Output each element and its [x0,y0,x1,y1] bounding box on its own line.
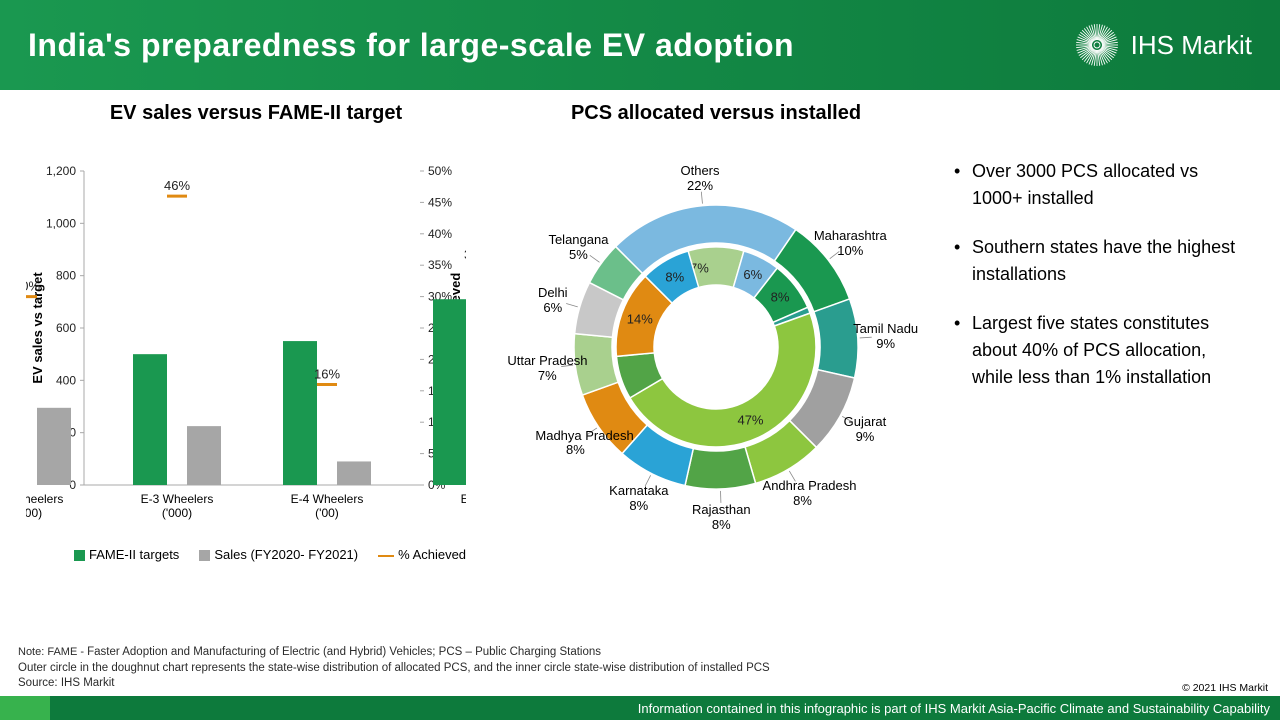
bar-chart-panel: EV sales versus FAME-II target 020040060… [26,102,486,642]
svg-text:35%: 35% [464,247,466,262]
donut-chart: 17%6%8%47%14%8% Others22%Maharashtra10%T… [506,135,926,545]
footer-text: Information contained in this infographi… [50,696,1280,720]
svg-text:35%: 35% [428,258,452,272]
svg-text:45%: 45% [428,195,452,209]
svg-text:1,200: 1,200 [46,164,76,178]
bar-chart-title: EV sales versus FAME-II target [26,102,486,125]
bullet-item: Over 3000 PCS allocated vs 1000+ install… [952,158,1250,212]
svg-text:E-Bus: E-Bus [461,492,466,506]
legend-sales: Sales (FY2020- FY2021) [214,547,358,562]
svg-text:600: 600 [56,321,76,335]
bar-legend: FAME-II targets Sales (FY2020- FY2021) %… [74,547,486,562]
note-lead: Note: FAME - [18,646,87,658]
legend-pct: % Achieved [398,547,466,562]
svg-text:E-4 Wheelers: E-4 Wheelers [291,492,364,506]
svg-text:('000): ('000) [26,506,42,520]
svg-text:50%: 50% [428,164,452,178]
svg-text:800: 800 [56,269,76,283]
svg-text:400: 400 [56,373,76,387]
footer-accent [0,696,50,720]
brand-logo: IHS Markit [1075,23,1252,67]
header-bar: India's preparedness for large-scale EV … [0,0,1280,90]
svg-text:46%: 46% [164,178,190,193]
donut-outer-label: Others22% [660,164,740,194]
donut-panel: PCS allocated versus installed 17%6%8%47… [486,102,946,642]
svg-text:('000): ('000) [162,506,192,520]
svg-text:16%: 16% [314,367,340,382]
donut-outer-label: Karnataka8% [599,484,679,514]
svg-text:14%: 14% [627,312,653,327]
legend-targets: FAME-II targets [89,547,179,562]
donut-outer-label: Andhra Pradesh8% [763,479,843,509]
note-rest: Faster Adoption and Manufacturing of Ele… [87,646,601,658]
svg-text:1,000: 1,000 [46,216,76,230]
bullet-item: Largest five states constitutes about 40… [952,310,1250,391]
svg-text:30%: 30% [26,279,40,294]
bullet-item: Southern states have the highest install… [952,234,1250,288]
donut-outer-label: Gujarat9% [825,415,905,445]
copyright: © 2021 IHS Markit [1182,682,1268,694]
note-2: Outer circle in the doughnut chart repre… [18,661,770,677]
svg-text:E-3 Wheelers: E-3 Wheelers [141,492,214,506]
notes-block: Note: FAME - Faster Adoption and Manufac… [18,645,770,692]
donut-chart-title: PCS allocated versus installed [571,102,861,125]
sunburst-icon [1075,23,1119,67]
donut-outer-label: Maharashtra10% [810,229,890,259]
footer-bar: Information contained in this infographi… [0,696,1280,720]
bullet-list: Over 3000 PCS allocated vs 1000+ install… [952,158,1250,391]
bar-chart: 02004006008001,0001,2000%5%10%15%20%25%3… [26,161,466,541]
svg-text:8%: 8% [665,269,684,284]
donut-outer-label: Uttar Pradesh7% [507,354,587,384]
note-source: Source: IHS Markit [18,676,770,692]
page-title: India's preparedness for large-scale EV … [28,27,794,64]
svg-text:E-2 Wheelers: E-2 Wheelers [26,492,63,506]
donut-outer-label: Rajasthan8% [681,503,761,533]
svg-text:6%: 6% [743,267,762,282]
svg-text:('00): ('00) [315,506,339,520]
donut-outer-label: Tamil Nadu9% [846,322,926,352]
donut-outer-label: Madhya Pradesh8% [535,429,615,459]
donut-outer-label: Telangana5% [538,233,618,263]
svg-text:40%: 40% [428,227,452,241]
svg-text:8%: 8% [771,289,790,304]
brand-text: IHS Markit [1131,30,1252,61]
donut-outer-label: Delhi6% [513,286,593,316]
svg-text:47%: 47% [737,412,763,427]
content-area: EV sales versus FAME-II target 020040060… [0,90,1280,642]
bullets-panel: Over 3000 PCS allocated vs 1000+ install… [946,102,1262,642]
